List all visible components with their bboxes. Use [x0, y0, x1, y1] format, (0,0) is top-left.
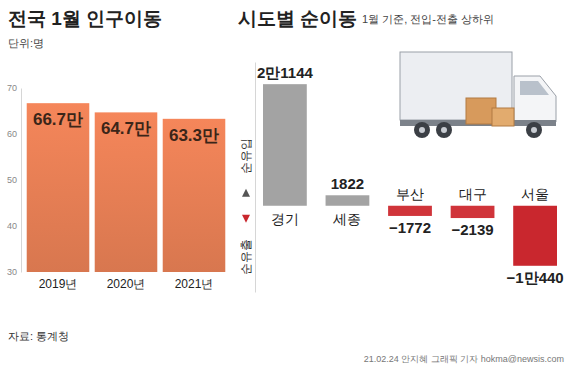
truck-wheel [414, 122, 430, 138]
bar [388, 206, 432, 216]
y-axis [255, 63, 256, 293]
bars [27, 103, 226, 272]
bar [163, 119, 226, 272]
source: 자료: 통계청 [8, 330, 69, 342]
chart-0: 전국 1월 인구이동단위:명 30 40 50 60 70 66.7만 64.7만 63.3만 2… [7, 8, 225, 291]
truck-cab [514, 76, 556, 122]
annotation: 순유입 [239, 138, 253, 174]
chart-root: 전국 1월 인구이동단위:명 30 40 50 60 70 66.7만 64.7만 63.3만 2… [0, 0, 570, 370]
data-label: −2139 [451, 221, 493, 238]
x-tick-label: 2021년 [175, 277, 214, 291]
bar [95, 112, 158, 272]
y-tick-label: 40 [7, 221, 17, 231]
y-tick: 50 [7, 175, 21, 185]
arrow-up [242, 189, 250, 197]
x-tick-label: 2019년 [39, 277, 78, 291]
chart-svg: 전국 1월 인구이동단위:명 30 40 50 60 70 66.7만 64.7만 63.3만 2… [0, 0, 570, 370]
y-tick: 30 [7, 267, 21, 277]
data-label: 66.7만 [33, 110, 83, 129]
data-label: −1772 [389, 219, 431, 236]
y-tick-label: 50 [7, 175, 17, 185]
y-tick: 70 [7, 83, 21, 93]
y-axis: 30 40 50 60 70 [7, 83, 22, 277]
data-label: 64.7만 [101, 119, 151, 138]
data-label: −1만440 [507, 269, 564, 286]
data-label: 2만1144 [257, 64, 314, 81]
x-tick-label: 2020년 [107, 277, 146, 291]
x-tick-label: 서울 [521, 186, 549, 202]
y-tick-label: 60 [7, 129, 17, 139]
data-label: 1822 [331, 175, 364, 192]
y-axis-line [255, 63, 256, 293]
truck-hub [419, 127, 425, 133]
bar [326, 195, 370, 205]
truck-wheel [436, 122, 452, 138]
bars [263, 84, 557, 266]
box-icon [492, 108, 514, 126]
bar [263, 84, 307, 206]
chart-1: 시도별 순이동 1월 기준, 전입-전출 상하위 2만1144 1822 −1772 −2… [238, 8, 564, 293]
labels: 66.7만 64.7만 63.3만 2019년 2020년 2021년 [33, 110, 219, 291]
labels: 2만1144 1822 −1772 −2139 −1만440 경기 세종 부산 대구 서울 순유입순… [239, 64, 564, 286]
bar [451, 206, 495, 218]
bar [513, 206, 557, 266]
truck-hub [531, 127, 537, 133]
data-label: 63.3만 [169, 126, 219, 145]
bar [27, 103, 90, 272]
chart-subtitle: 1월 기준, 전입-전출 상하위 [362, 13, 494, 25]
y-tick-label: 70 [7, 83, 17, 93]
arrow-down [242, 215, 250, 223]
x-tick-label: 대구 [459, 186, 487, 202]
chart-title: 전국 1월 인구이동 [8, 8, 162, 29]
credit: 21.02.24 안지혜 그래픽 기자 hokma@newsis.com [364, 354, 564, 364]
annotation: 순유출 [239, 239, 253, 275]
x-tick-label: 경기 [271, 211, 299, 227]
truck-hub [441, 127, 447, 133]
truck-icon [400, 52, 556, 138]
chart-subtitle: 단위:명 [8, 37, 44, 49]
y-tick: 60 [7, 129, 21, 139]
truck-wheel [526, 122, 542, 138]
x-tick-label: 부산 [396, 186, 424, 202]
y-axis-line [21, 89, 22, 273]
y-tick: 40 [7, 221, 21, 231]
truck-window [520, 81, 549, 95]
y-tick-label: 30 [7, 267, 17, 277]
chart-title: 시도별 순이동 [238, 8, 357, 29]
x-tick-label: 세종 [333, 211, 361, 227]
